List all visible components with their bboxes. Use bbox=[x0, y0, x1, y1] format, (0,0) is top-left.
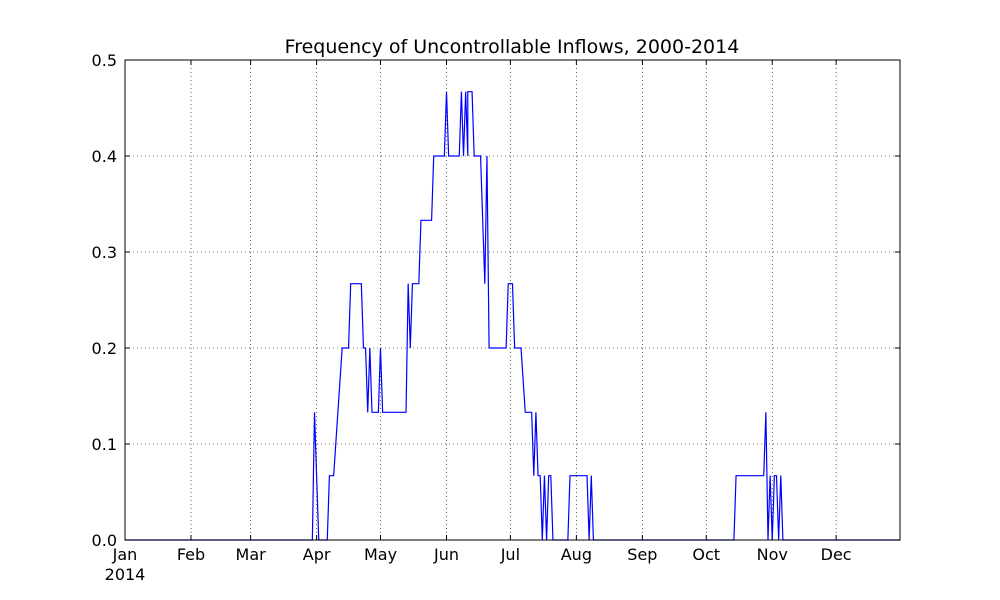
x-tick-label: Jul bbox=[500, 545, 520, 564]
x-tick-label: Dec bbox=[821, 545, 852, 564]
y-tick-label: 0.3 bbox=[92, 243, 117, 262]
y-tick-label: 0.4 bbox=[92, 147, 117, 166]
x-tick-label: Jan bbox=[112, 545, 138, 564]
chart-title: Frequency of Uncontrollable Inflows, 200… bbox=[285, 36, 740, 58]
x-tick-label: May bbox=[364, 545, 397, 564]
x-year-label: 2014 bbox=[105, 565, 146, 584]
x-tick-label: Jun bbox=[433, 545, 459, 564]
x-tick-label: Apr bbox=[303, 545, 331, 564]
x-tick-label: Aug bbox=[561, 545, 592, 564]
y-tick-label: 0.2 bbox=[92, 339, 117, 358]
series-line bbox=[125, 91, 900, 541]
x-tick-label: Nov bbox=[757, 545, 788, 564]
y-tick-label: 0.5 bbox=[92, 51, 117, 70]
plot-area-frame bbox=[124, 59, 901, 541]
x-tick-label: Sep bbox=[627, 545, 657, 564]
y-tick-label: 0.1 bbox=[92, 435, 117, 454]
series-layer bbox=[125, 91, 900, 541]
x-tick-label: Mar bbox=[236, 545, 267, 564]
grid bbox=[125, 60, 900, 540]
axis-tick-labels: 0.0 0.1 0.2 0.3 0.4 0.5 Jan Feb Mar Apr May Jun Jul A… bbox=[92, 51, 852, 584]
y-tick-label: 0.0 bbox=[92, 531, 117, 550]
x-tick-label: Oct bbox=[692, 545, 720, 564]
x-tick-label: Feb bbox=[177, 545, 205, 564]
